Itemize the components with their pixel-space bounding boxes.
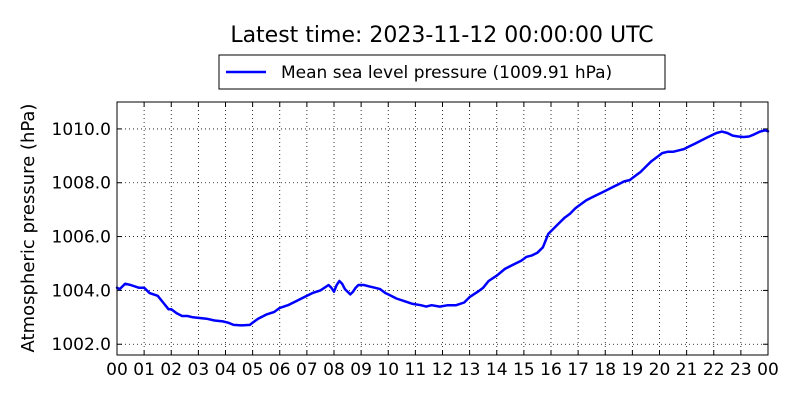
- x-tick-label: 00: [106, 360, 128, 380]
- x-tick-label: 10: [377, 360, 399, 380]
- y-tick-label: 1006.0: [52, 228, 111, 248]
- grid: [116, 102, 769, 355]
- x-tick-label: 05: [242, 360, 264, 380]
- plot-frame: [116, 101, 769, 356]
- x-tick-label: 23: [730, 360, 752, 380]
- y-tick-label: 1010.0: [52, 120, 111, 140]
- x-tick-label: 09: [350, 360, 372, 380]
- y-tick-label: 1002.0: [52, 335, 111, 355]
- x-tick-label: 00: [757, 360, 779, 380]
- x-tick-label: 07: [296, 360, 318, 380]
- x-tick-label: 19: [622, 360, 644, 380]
- chart-title: Latest time: 2023-11-12 00:00:00 UTC: [230, 23, 653, 48]
- x-tick-label: 03: [188, 360, 210, 380]
- x-tick-label: 21: [676, 360, 698, 380]
- y-tick-label: 1008.0: [52, 174, 111, 194]
- tick-labels: 00 01 02 03 04 05 06 07 08 09 10 11 12 13 14 15 16 17 18 19…: [52, 120, 779, 380]
- x-tick-label: 08: [323, 360, 345, 380]
- ticks: [116, 102, 769, 355]
- legend-box: [218, 54, 666, 90]
- x-tick-label: 14: [486, 360, 508, 380]
- legend-label: Mean sea level pressure (1009.91 hPa): [281, 63, 612, 83]
- x-tick-label: 20: [649, 360, 671, 380]
- x-tick-label: 18: [594, 360, 616, 380]
- x-tick-label: 02: [160, 360, 182, 380]
- series-line-mean-sea-level-pressure: [115, 129, 770, 327]
- y-axis-label: Atmospheric pressure (hPa): [18, 104, 39, 353]
- series-group: [115, 129, 770, 327]
- x-tick-label: 17: [567, 360, 589, 380]
- x-tick-label: 12: [432, 360, 454, 380]
- x-tick-label: 15: [513, 360, 535, 380]
- legend: Mean sea level pressure (1009.91 hPa): [218, 54, 666, 90]
- x-tick-label: 04: [215, 360, 237, 380]
- x-tick-label: 22: [703, 360, 725, 380]
- x-tick-label: 11: [405, 360, 427, 380]
- x-tick-label: 13: [459, 360, 481, 380]
- x-tick-label: 16: [540, 360, 562, 380]
- x-tick-label: 01: [133, 360, 155, 380]
- y-tick-label: 1004.0: [52, 281, 111, 301]
- x-tick-label: 06: [269, 360, 291, 380]
